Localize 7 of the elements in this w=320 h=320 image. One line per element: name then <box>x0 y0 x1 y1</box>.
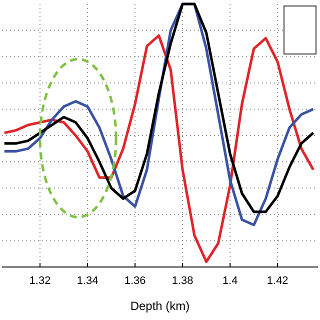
x-tick-label: 1.4 <box>222 275 238 287</box>
x-axis-title: Depth (km) <box>130 299 190 313</box>
x-tick-label: 1.36 <box>124 275 146 287</box>
x-tick-label: 1.38 <box>172 275 194 287</box>
x-tick-label: 1.32 <box>29 275 51 287</box>
x-tick-label: 1.42 <box>266 275 288 287</box>
x-tick-label: 1.34 <box>76 275 98 287</box>
